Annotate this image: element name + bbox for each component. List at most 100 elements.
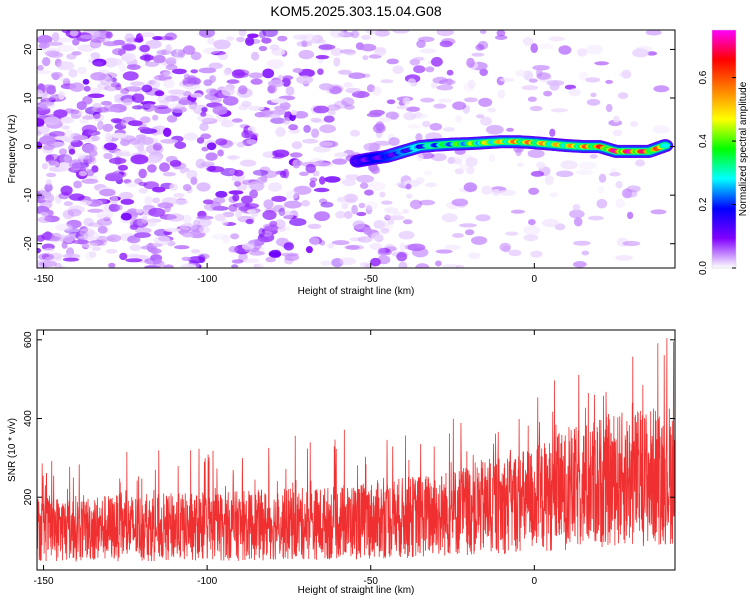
- noise-blob: [598, 173, 607, 183]
- noise-blob: [402, 209, 409, 214]
- noise-blob: [88, 222, 103, 228]
- noise-blob: [459, 164, 472, 170]
- noise-blob: [82, 78, 90, 85]
- noise-blob: [174, 141, 187, 149]
- snr-series-line: [37, 338, 675, 562]
- noise-blob: [104, 85, 119, 92]
- noise-blob: [407, 124, 422, 129]
- noise-blob: [239, 159, 257, 167]
- noise-blob: [422, 120, 431, 128]
- noise-blob: [215, 138, 228, 146]
- noise-blob: [163, 127, 172, 137]
- noise-blob: [589, 154, 598, 159]
- noise-blob: [137, 126, 151, 132]
- noise-blob: [319, 240, 326, 246]
- noise-blob: [37, 141, 43, 150]
- noise-blob: [419, 48, 436, 54]
- colorbar-tick-label: 0.4: [698, 134, 709, 148]
- noise-blob: [498, 189, 516, 196]
- noise-blob: [119, 191, 134, 200]
- noise-blob: [399, 242, 406, 252]
- noise-blob: [53, 109, 68, 118]
- noise-blob: [468, 252, 481, 259]
- noise-blob: [61, 125, 70, 130]
- noise-blob: [261, 230, 273, 237]
- noise-blob: [42, 57, 51, 67]
- noise-blob: [480, 116, 493, 126]
- noise-blob: [145, 144, 164, 155]
- noise-blob: [336, 196, 346, 203]
- noise-blob: [249, 189, 258, 199]
- noise-blob: [266, 59, 284, 69]
- noise-blob: [327, 104, 341, 111]
- signal-core: [661, 143, 670, 148]
- noise-blob: [87, 93, 105, 99]
- noise-blob: [271, 195, 287, 202]
- noise-blob: [190, 224, 204, 234]
- noise-blob: [258, 45, 268, 52]
- noise-blob: [308, 237, 320, 247]
- noise-blob: [356, 174, 375, 183]
- noise-blob: [233, 169, 244, 177]
- noise-blob: [42, 144, 55, 151]
- noise-blob: [85, 175, 98, 181]
- noise-blob: [222, 211, 235, 218]
- noise-blob: [62, 253, 81, 259]
- noise-blob: [515, 69, 528, 77]
- noise-blob: [60, 185, 73, 196]
- noise-blob: [131, 93, 145, 103]
- noise-blob: [231, 264, 239, 268]
- noise-blob: [69, 30, 79, 37]
- noise-blob: [495, 35, 508, 40]
- noise-blob: [211, 233, 230, 240]
- noise-blob: [522, 37, 534, 46]
- noise-blob: [396, 105, 409, 110]
- noise-blob: [618, 72, 632, 78]
- noise-blob: [436, 30, 454, 37]
- noise-blob: [283, 210, 294, 220]
- noise-blob: [405, 183, 412, 190]
- noise-blob: [167, 89, 186, 95]
- noise-blob: [190, 51, 202, 61]
- noise-blob: [251, 51, 260, 61]
- noise-blob: [381, 200, 393, 205]
- noise-blob: [311, 128, 320, 138]
- noise-blob: [262, 151, 276, 159]
- noise-blob: [221, 86, 235, 97]
- noise-blob: [536, 72, 551, 80]
- noise-blob: [83, 85, 91, 92]
- noise-blob: [51, 32, 60, 42]
- noise-blob: [590, 92, 597, 98]
- noise-blob: [452, 233, 464, 238]
- noise-blob: [90, 72, 107, 81]
- noise-blob: [630, 121, 639, 127]
- noise-blob: [182, 233, 194, 238]
- noise-blob: [286, 190, 299, 200]
- noise-blob: [63, 156, 72, 163]
- noise-blob: [530, 43, 538, 54]
- noise-blob: [355, 42, 364, 50]
- y-tick-label: 0: [23, 143, 34, 149]
- noise-blob: [207, 37, 215, 45]
- noise-blob: [43, 47, 61, 57]
- noise-blob: [594, 61, 609, 66]
- noise-blob: [188, 104, 200, 110]
- noise-blob: [299, 171, 309, 176]
- noise-blob: [169, 159, 182, 168]
- noise-blob: [139, 54, 155, 61]
- noise-blob: [349, 237, 365, 242]
- noise-blob: [366, 84, 376, 93]
- noise-blob: [442, 264, 460, 268]
- noise-blob: [187, 256, 205, 264]
- noise-blob: [289, 152, 303, 158]
- noise-blob: [201, 107, 208, 113]
- noise-blob: [222, 96, 239, 106]
- noise-blob: [303, 124, 311, 133]
- noise-blob: [190, 69, 198, 74]
- noise-blob: [615, 255, 633, 261]
- noise-blob: [510, 209, 525, 214]
- noise-blob: [37, 83, 45, 91]
- noise-blob: [612, 129, 623, 137]
- noise-blob: [481, 185, 493, 195]
- noise-blob: [373, 220, 385, 229]
